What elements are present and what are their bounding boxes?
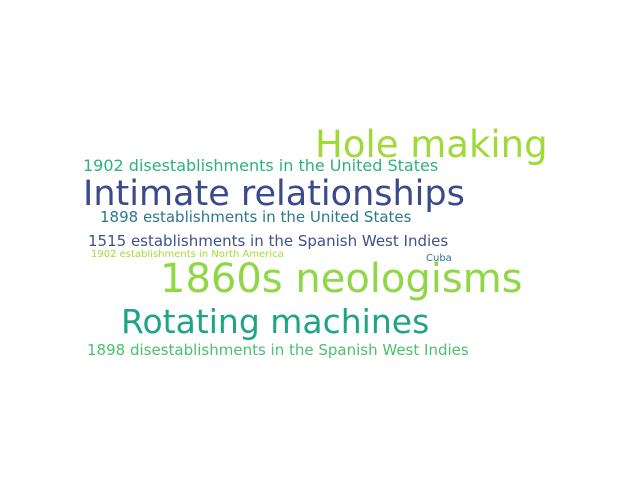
word-1902-establishments-north-america: 1902 establishments in North America: [91, 249, 284, 260]
word-intimate-relationships: Intimate relationships: [83, 174, 465, 214]
word-1515-establishments-spanish-west-indies: 1515 establishments in the Spanish West …: [88, 232, 449, 250]
word-1902-disestablishments-united-states: 1902 disestablishments in the United Sta…: [83, 156, 439, 175]
word-1898-disestablishments-spanish-west-indies: 1898 disestablishments in the Spanish We…: [87, 341, 469, 359]
word-1860s-neologisms: 1860s neologisms: [160, 256, 523, 302]
word-cuba: Cuba: [426, 253, 452, 264]
word-1898-establishments-united-states: 1898 establishments in the United States: [100, 208, 412, 226]
word-hole-making: Hole making: [315, 123, 548, 166]
word-rotating-machines: Rotating machines: [121, 302, 430, 341]
